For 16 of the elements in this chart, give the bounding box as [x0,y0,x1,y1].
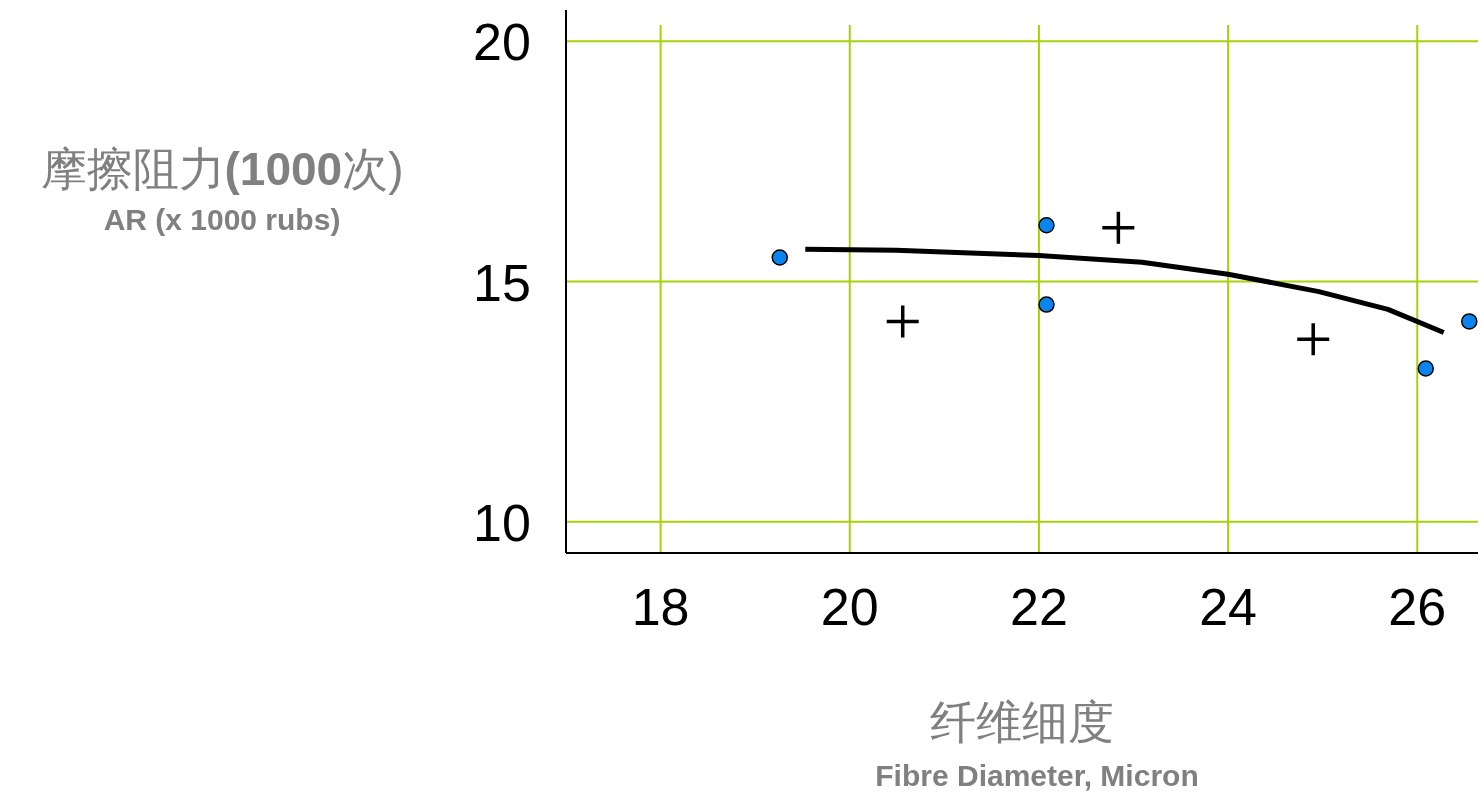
y-tick-label: 20 [473,13,531,72]
x-tick-label: 18 [631,578,690,636]
x-tick-label: 20 [820,578,879,636]
y-tick-label: 15 [473,253,531,312]
x-tick-label: 26 [1388,578,1447,636]
x-tick-label: 24 [1199,578,1258,636]
point [1461,313,1478,330]
y-tick-label: 10 [473,493,531,552]
x-tick-label: 22 [1009,578,1068,636]
point [771,249,789,266]
point [1297,323,1330,356]
x-axis-title: 纤维细度 Fibre Diameter, Micron [875,696,1199,792]
y-axis-title: 摩擦阻力(1000次) AR (x 1000 rubs) [40,143,404,236]
point [1038,296,1055,313]
point [1038,217,1055,234]
point [1417,360,1435,377]
